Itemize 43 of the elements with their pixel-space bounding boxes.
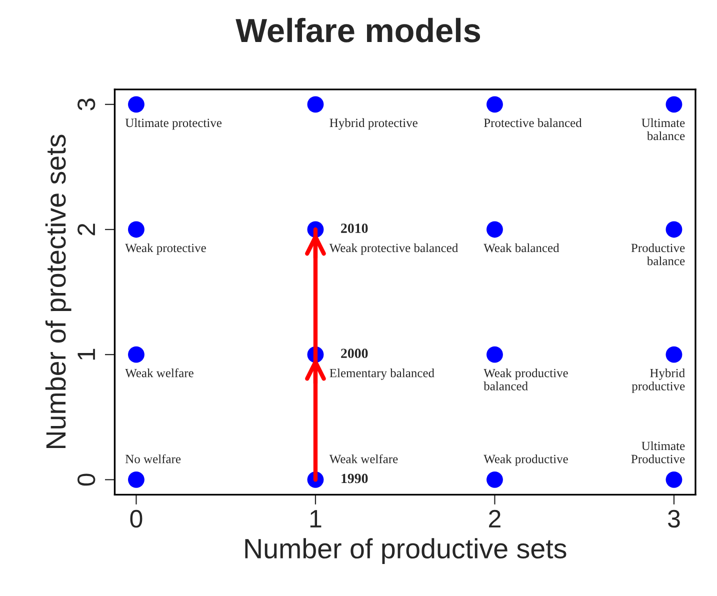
annotation: Ultimate balance: [642, 118, 685, 140]
annotation: Hybrid protective: [330, 118, 418, 130]
point: [486, 96, 503, 113]
annotation: Weak productive: [484, 454, 568, 466]
annotation: Weak protective: [125, 243, 206, 255]
x-tick-label: 2: [489, 510, 500, 528]
x-tick-label: 0: [130, 510, 142, 528]
y-tick-label: 0: [77, 474, 96, 486]
y-tick-label: 1: [78, 348, 95, 360]
annotation: Ultimate protective: [125, 118, 222, 130]
annotation: Ultimate Productive: [631, 441, 685, 464]
annotation: Weak welfare: [329, 454, 398, 464]
annotation: Elementary balanced: [330, 368, 434, 380]
annotation: Productive balance: [631, 243, 685, 266]
annotation: Weak welfare: [125, 368, 194, 378]
point: [666, 471, 682, 488]
annotation: Weak protective balanced: [329, 243, 458, 255]
annotation: Hybrid productive: [632, 368, 685, 393]
x-tick-label: 1: [310, 510, 322, 528]
point: [486, 221, 503, 238]
annotation: 1990: [342, 474, 368, 484]
point: [666, 346, 682, 363]
x-tick-label: 3: [668, 510, 680, 528]
annotation: Weak productive balanced: [484, 368, 568, 390]
annotation: Protective balanced: [484, 118, 582, 128]
annotation: 2000: [341, 348, 368, 358]
x-axis-title: Number of productive sets: [245, 538, 566, 564]
point: [486, 346, 503, 363]
point: [128, 346, 144, 363]
point: [666, 96, 682, 113]
chart-title: Welfare models: [236, 18, 480, 42]
point: [486, 471, 503, 488]
point: [128, 471, 144, 488]
y-tick-label: 3: [77, 98, 96, 110]
point: [128, 221, 144, 238]
annotation: No welfare: [125, 454, 181, 464]
point: [307, 96, 324, 113]
y-tick-label: 2: [77, 224, 95, 236]
annotation: 2010: [341, 224, 368, 233]
annotation: Weak balanced: [484, 243, 560, 252]
y-axis-title: Number of protective sets: [45, 134, 72, 448]
point: [666, 221, 682, 238]
point: [128, 96, 144, 113]
